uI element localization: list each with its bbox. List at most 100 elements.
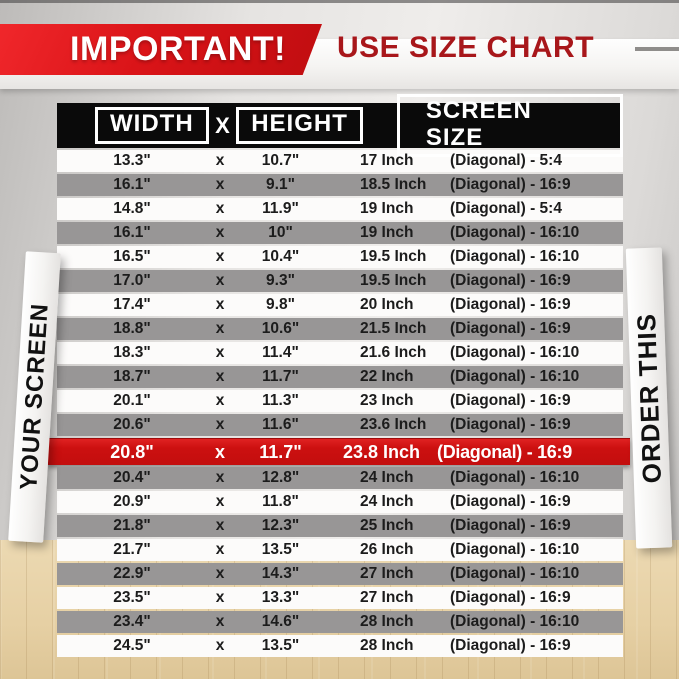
cell-inch: 24 Inch [360,493,414,510]
cell-height: 11.6" [262,416,299,433]
cell-separator: x [215,152,225,169]
table-row: 18.8" x 10.6" 21.5 Inch (Diagonal) - 16:… [57,318,623,340]
cell-inch: 23.6 Inch [360,416,427,433]
cell-width: 16.1" [113,176,151,193]
your-screen-ribbon: YOUR SCREEN [8,251,61,543]
cell-diagonal: (Diagonal) - 16:9 [450,493,571,510]
cell-separator: x [215,416,225,433]
cell-inch: 17 Inch [360,152,414,169]
cell-diagonal: (Diagonal) - 16:10 [450,469,580,486]
cell-width: 23.5" [113,589,151,606]
cell-separator: x [215,637,225,654]
cell-diagonal: (Diagonal) - 16:9 [450,416,571,433]
table-row: 16.5" x 10.4" 19.5 Inch (Diagonal) - 16:… [57,246,623,268]
order-this-ribbon: ORDER THIS [625,247,673,549]
cell-inch: 23 Inch [360,392,414,409]
cell-height: 9.3" [266,272,295,289]
cell-diagonal: (Diagonal) - 16:10 [450,224,580,241]
cell-inch: 26 Inch [360,541,414,558]
cell-width: 20.8" [110,441,154,462]
cell-diagonal: (Diagonal) - 16:10 [450,344,580,361]
cell-diagonal: (Diagonal) - 16:10 [450,248,580,265]
cell-separator: x [215,320,225,337]
column-header-separator: X [215,112,230,138]
table-row: 16.1" x 9.1" 18.5 Inch (Diagonal) - 16:9 [57,174,623,196]
cell-inch: 25 Inch [360,517,414,534]
table-row: 20.9" x 11.8" 24 Inch (Diagonal) - 16:9 [57,491,623,513]
cell-width: 22.9" [113,565,151,582]
cell-separator: x [215,368,225,385]
table-row: 18.7" x 11.7" 22 Inch (Diagonal) - 16:10 [57,366,623,388]
cell-width: 18.7" [113,368,151,385]
cell-width: 16.1" [113,224,151,241]
table-row: 13.3" x 10.7" 17 Inch (Diagonal) - 5:4 [57,150,623,172]
cell-height: 11.4" [262,344,299,361]
cell-height: 13.5" [261,637,300,654]
cell-diagonal: (Diagonal) - 5:4 [450,152,562,169]
cell-separator: x [215,517,225,534]
cell-width: 20.4" [113,469,151,486]
title-dash-line [635,47,679,51]
cell-height: 10.6" [261,320,300,337]
cell-width: 20.1" [113,392,151,409]
cell-height: 14.3" [261,565,300,582]
table-row: 14.8" x 11.9" 19 Inch (Diagonal) - 5:4 [57,198,623,220]
column-header-height: HEIGHT [236,107,363,144]
table-row: 16.1" x 10" 19 Inch (Diagonal) - 16:10 [57,222,623,244]
cell-inch: 18.5 Inch [360,176,427,193]
cell-separator: x [214,441,225,462]
cell-separator: x [215,541,225,558]
cell-inch: 19.5 Inch [360,272,427,289]
table-row: 21.7" x 13.5" 26 Inch (Diagonal) - 16:10 [57,539,623,561]
cell-diagonal: (Diagonal) - 16:9 [437,441,572,462]
cell-diagonal: (Diagonal) - 16:9 [450,296,571,313]
cell-inch: 28 Inch [360,637,414,654]
cell-inch: 20 Inch [360,296,414,313]
table-body: 13.3" x 10.7" 17 Inch (Diagonal) - 5:4 1… [48,150,630,657]
table-row: 20.4" x 12.8" 24 Inch (Diagonal) - 16:10 [57,467,623,489]
cell-width: 18.3" [113,344,151,361]
cell-width: 20.6" [113,416,151,433]
cell-height: 11.9" [262,200,299,217]
cell-height: 11.3" [262,392,299,409]
table-row: 17.0" x 9.3" 19.5 Inch (Diagonal) - 16:9 [57,270,623,292]
table-row: 20.1" x 11.3" 23 Inch (Diagonal) - 16:9 [57,390,623,412]
cell-height: 9.8" [266,296,295,313]
cell-inch: 27 Inch [360,589,414,606]
cell-height: 11.7" [262,368,299,385]
page-title: USE SIZE CHART [337,31,595,64]
cell-inch: 23.8 Inch [343,441,421,462]
cell-height: 13.5" [261,541,300,558]
cell-diagonal: (Diagonal) - 16:9 [450,392,571,409]
cell-height: 14.6" [261,613,300,630]
table-row: 20.6" x 11.6" 23.6 Inch (Diagonal) - 16:… [57,414,623,436]
cell-diagonal: (Diagonal) - 16:10 [450,613,580,630]
cell-width: 21.7" [113,541,151,558]
cell-width: 13.3" [113,152,151,169]
cell-inch: 27 Inch [360,565,414,582]
table-row: 17.4" x 9.8" 20 Inch (Diagonal) - 16:9 [57,294,623,316]
cell-height: 10" [268,224,293,241]
cell-height: 12.8" [261,469,300,486]
cell-inch: 22 Inch [360,368,414,385]
cell-diagonal: (Diagonal) - 16:9 [450,176,571,193]
cell-diagonal: (Diagonal) - 5:4 [450,200,562,217]
cell-height: 9.1" [266,176,295,193]
cell-width: 24.5" [113,637,151,654]
cell-inch: 21.5 Inch [360,320,427,337]
cell-diagonal: (Diagonal) - 16:9 [450,589,571,606]
table-row: 24.5" x 13.5" 28 Inch (Diagonal) - 16:9 [57,635,623,657]
cell-separator: x [215,344,225,361]
table-row: 21.8" x 12.3" 25 Inch (Diagonal) - 16:9 [57,515,623,537]
column-header-screen-size: SCREEN SIZE [396,94,623,157]
cell-separator: x [215,272,225,289]
table-row: 18.3" x 11.4" 21.6 Inch (Diagonal) - 16:… [57,342,623,364]
table-header: WIDTH X HEIGHT SCREEN SIZE [57,94,623,157]
cell-width: 17.0" [113,272,151,289]
cell-inch: 28 Inch [360,613,414,630]
table-row: 22.9" x 14.3" 27 Inch (Diagonal) - 16:10 [57,563,623,585]
cell-separator: x [215,493,225,510]
order-this-label: ORDER THIS [630,312,667,484]
cell-diagonal: (Diagonal) - 16:9 [450,320,571,337]
